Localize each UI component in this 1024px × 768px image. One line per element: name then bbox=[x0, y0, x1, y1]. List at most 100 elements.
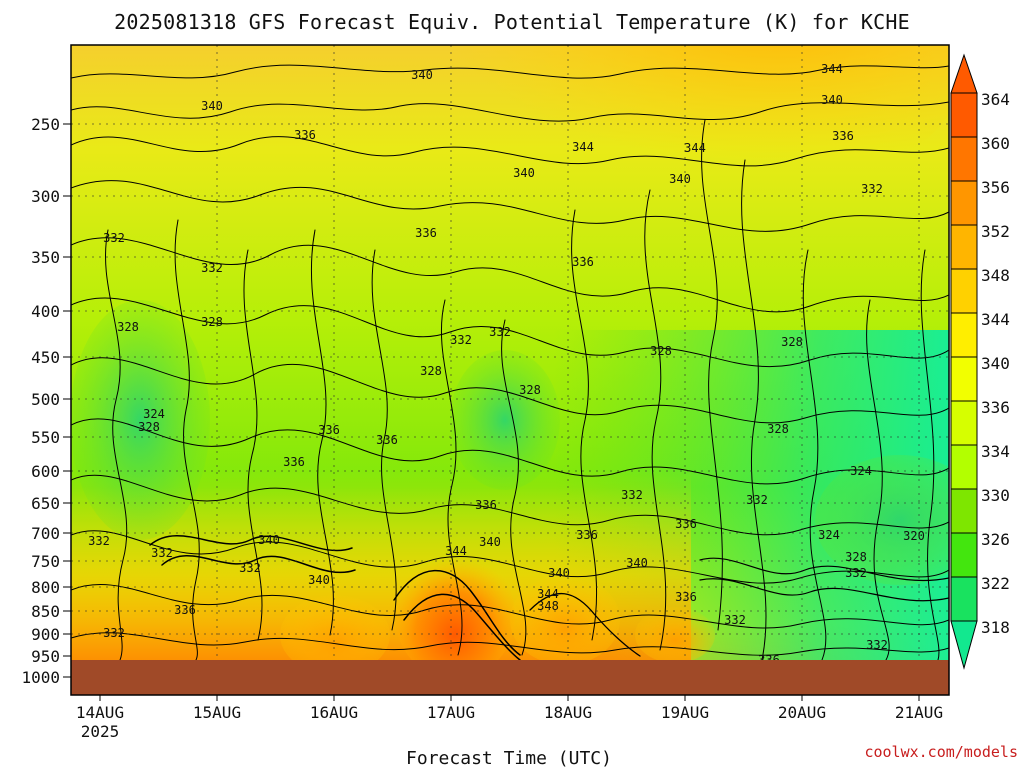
contour-label-34: 332 bbox=[88, 534, 110, 548]
x-tick-15aug: 15AUG bbox=[193, 695, 241, 722]
contour-label-33: 340 bbox=[258, 533, 280, 547]
x-tick-18aug: 18AUG bbox=[544, 695, 592, 722]
contour-label-50: 344 bbox=[537, 587, 559, 601]
colorbar-label-360: 360 bbox=[981, 134, 1010, 153]
colorbar-bottom-arrow bbox=[950, 620, 978, 670]
grid-lines bbox=[71, 45, 949, 660]
colorbar-bin-334 bbox=[950, 444, 978, 490]
contour-label-17: 328 bbox=[201, 315, 223, 329]
colorbar-bin-348 bbox=[950, 268, 978, 314]
contour-label-44: 332 bbox=[239, 561, 261, 575]
y-tick-800: 800 bbox=[31, 578, 71, 597]
colorbar-label-334: 334 bbox=[981, 442, 1010, 461]
contours bbox=[71, 64, 949, 661]
x-tick-label: 17AUG bbox=[427, 703, 475, 722]
contour-label-46: 340 bbox=[548, 566, 570, 580]
colorbar-bin-326 bbox=[950, 532, 978, 578]
colorbar-label-344: 344 bbox=[981, 310, 1010, 329]
y-tick-750: 750 bbox=[31, 552, 71, 571]
watermark-text: coolwx.com/models bbox=[864, 743, 1018, 761]
contour-label-43: 344 bbox=[445, 544, 467, 558]
colorbar-bin-356 bbox=[950, 180, 978, 226]
contour-label-28: 328 bbox=[767, 422, 789, 436]
y-tick-label: 700 bbox=[31, 524, 60, 543]
x-tick-21aug: 21AUG bbox=[895, 695, 943, 722]
contour-label-51: 348 bbox=[537, 599, 559, 613]
y-tick-label: 400 bbox=[31, 302, 60, 321]
contour-label-48: 332 bbox=[845, 566, 867, 580]
y-tick-label: 800 bbox=[31, 578, 60, 597]
y-tick-label: 1000 bbox=[21, 668, 60, 687]
y-tick-label: 900 bbox=[31, 625, 60, 644]
y-tick-700: 700 bbox=[31, 524, 71, 543]
x-tick-label: 19AUG bbox=[661, 703, 709, 722]
y-tick-label: 350 bbox=[31, 248, 60, 267]
colorbar-label-322: 322 bbox=[981, 574, 1010, 593]
hot-region-16aug bbox=[280, 595, 390, 675]
x-tick-label: 20AUG bbox=[778, 703, 826, 722]
contour-label-12: 332 bbox=[103, 231, 125, 245]
contour-label-37: 336 bbox=[576, 528, 598, 542]
contour-label-30: 324 bbox=[850, 464, 872, 478]
colorbar-top-arrow bbox=[950, 53, 978, 94]
plot-border bbox=[70, 44, 950, 696]
x-tick-label: 18AUG bbox=[544, 703, 592, 722]
x-tick-label: 16AUG bbox=[310, 703, 358, 722]
contour-label-23: 324 bbox=[143, 407, 165, 421]
moist-region-17aug bbox=[450, 350, 560, 490]
contour-label-45: 340 bbox=[308, 573, 330, 587]
contour-label-26: 336 bbox=[376, 433, 398, 447]
chart-title: 2025081318 GFS Forecast Equiv. Potential… bbox=[114, 10, 910, 34]
moist-region-21aug bbox=[815, 455, 949, 585]
colorbar: 364 360 356 352 348 344 340 336 334 330 … bbox=[950, 53, 1010, 670]
plot-area: 340 344 340 340 336 344 344 340 340 336 … bbox=[70, 44, 950, 696]
colorbar-bin-352 bbox=[950, 224, 978, 270]
x-axis: 14AUG 2025 15AUG 16AUG 17AUG 18AUG 19AUG… bbox=[76, 695, 943, 741]
x-axis-title: Forecast Time (UTC) bbox=[406, 748, 612, 768]
contour-label-25: 336 bbox=[318, 423, 340, 437]
y-tick-900: 900 bbox=[31, 625, 71, 644]
y-tick-950: 950 bbox=[31, 647, 71, 666]
contour-label-14: 336 bbox=[415, 226, 437, 240]
contour-label-53: 332 bbox=[724, 613, 746, 627]
contour-label-38: 336 bbox=[675, 517, 697, 531]
contour-label-24: 328 bbox=[138, 420, 160, 434]
y-tick-850: 850 bbox=[31, 602, 71, 621]
moist-region-14aug bbox=[71, 300, 210, 540]
contour-label-10: 336 bbox=[832, 129, 854, 143]
contour-label-2: 344 bbox=[821, 62, 843, 76]
y-tick-250: 250 bbox=[31, 115, 71, 134]
colorbar-bin-336 bbox=[950, 400, 978, 446]
contour-label-5: 336 bbox=[294, 128, 316, 142]
contour-label-15: 336 bbox=[572, 255, 594, 269]
y-tick-350: 350 bbox=[31, 248, 71, 267]
x-tick-17aug: 17AUG bbox=[427, 695, 475, 722]
hot-region-17aug bbox=[395, 550, 515, 680]
colorbar-bin-360 bbox=[950, 136, 978, 182]
ground-layer bbox=[71, 660, 949, 695]
y-tick-label: 250 bbox=[31, 115, 60, 134]
y-tick-450: 450 bbox=[31, 348, 71, 367]
contour-label-6: 344 bbox=[572, 140, 594, 154]
colorbar-label-318: 318 bbox=[981, 618, 1010, 637]
colorbar-label-330: 330 bbox=[981, 486, 1010, 505]
contour-label-29: 328 bbox=[781, 335, 803, 349]
x-tick-16aug: 16AUG bbox=[310, 695, 358, 722]
contour-label-36: 340 bbox=[479, 535, 501, 549]
colorbar-bin-344 bbox=[950, 312, 978, 358]
colorbar-label-352: 352 bbox=[981, 222, 1010, 241]
colorbar-label-348: 348 bbox=[981, 266, 1010, 285]
contour-label-16: 328 bbox=[117, 320, 139, 334]
y-tick-label: 450 bbox=[31, 348, 60, 367]
y-tick-label: 950 bbox=[31, 647, 60, 666]
x-tick-label: 14AUG bbox=[76, 703, 124, 722]
contour-label-11: 332 bbox=[861, 182, 883, 196]
y-tick-label: 500 bbox=[31, 390, 60, 409]
contour-label-21: 328 bbox=[519, 383, 541, 397]
contour-label-35: 332 bbox=[621, 488, 643, 502]
y-tick-1000: 1000 bbox=[21, 668, 71, 687]
contour-label-4: 340 bbox=[201, 99, 223, 113]
warm-region-top bbox=[440, 45, 949, 200]
contour-label-49: 336 bbox=[174, 603, 196, 617]
y-tick-400: 400 bbox=[31, 302, 71, 321]
